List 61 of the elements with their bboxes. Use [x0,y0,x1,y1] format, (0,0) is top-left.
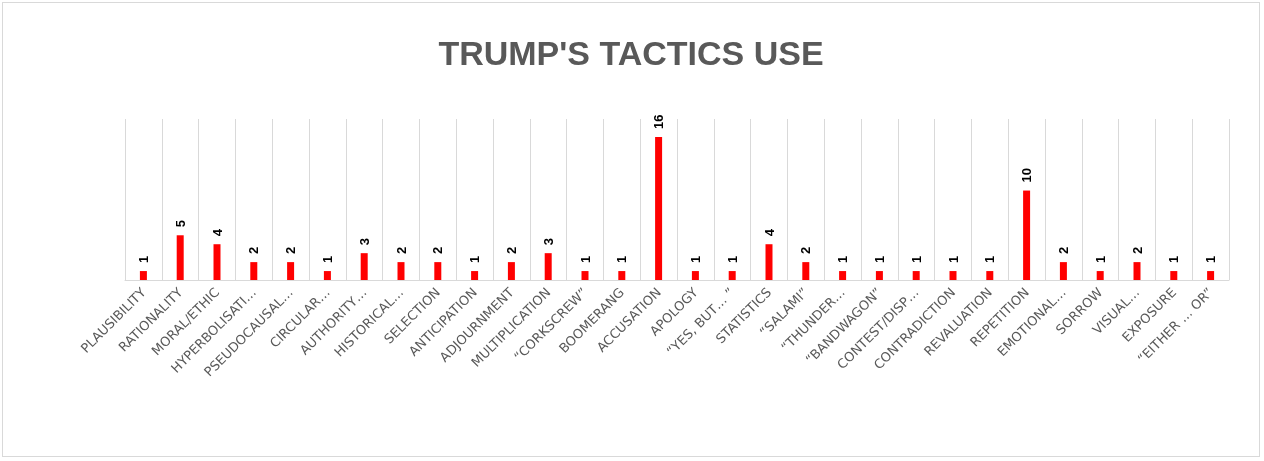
bar [875,271,883,280]
data-label: 1 [135,255,151,264]
bar [839,271,847,280]
bar [1059,262,1067,280]
data-label: 1 [908,255,924,264]
data-label: 2 [1129,246,1145,255]
data-label: 1 [871,255,887,264]
bar [765,244,773,280]
data-label: 4 [209,228,225,237]
data-label: 16 [651,114,667,129]
bar [544,253,552,280]
bar [139,271,147,280]
bar [360,253,368,280]
data-label: 4 [761,228,777,237]
bar [655,136,663,280]
data-label: 1 [577,255,593,264]
bar [287,262,295,280]
data-label: 1 [724,255,740,264]
bar [397,262,405,280]
bar [250,262,258,280]
data-label: 1 [614,255,630,264]
data-label: 3 [540,237,556,246]
bar [471,271,479,280]
data-label: 1 [835,255,851,264]
bar [949,271,957,280]
bar [1170,271,1178,280]
data-label: 2 [798,246,814,255]
bar [1023,190,1031,280]
data-label: 1 [1092,255,1108,264]
data-label: 1 [319,255,335,264]
bar [691,271,699,280]
data-label: 1 [687,255,703,264]
data-label: 2 [503,246,519,255]
data-label: 5 [172,220,188,228]
bar [581,271,589,280]
bar [507,262,515,280]
bar [912,271,920,280]
data-label: 1 [1166,255,1182,264]
bar [802,262,810,280]
data-label: 3 [356,237,372,246]
bar [986,271,994,280]
bar [434,262,442,280]
data-label: 10 [1019,168,1035,183]
bar [1096,271,1104,280]
data-label: 1 [1203,255,1219,264]
bar [728,271,736,280]
data-label: 2 [283,246,299,255]
data-label: 2 [393,246,409,255]
data-label: 1 [945,255,961,264]
data-label: 2 [246,246,262,255]
bar [1133,262,1141,280]
bar [213,244,221,280]
bar [1207,271,1215,280]
bar [323,271,331,280]
bar [618,271,626,280]
chart-title: TRUMP'S TACTICS USE [438,34,824,72]
bar [176,235,184,280]
data-label: 2 [1055,246,1071,255]
data-label: 1 [982,255,998,264]
data-label: 1 [467,255,483,264]
data-label: 2 [430,246,446,255]
